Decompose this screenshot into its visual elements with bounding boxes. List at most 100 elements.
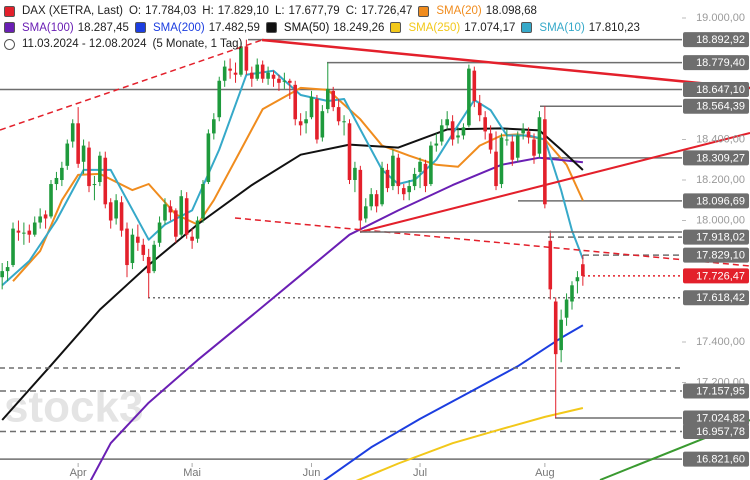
axis-layer: 19.000,00 18.400,00 18.200,00 18.000,00 17.4…	[70, 12, 745, 479]
level-label-box	[683, 424, 749, 440]
candle-body	[43, 214, 48, 219]
candle-body	[483, 117, 487, 132]
x-tick-label: Jul	[413, 467, 427, 479]
level-label: 18.096,69	[696, 195, 745, 207]
candle-body	[222, 66, 227, 81]
quote-item: L: 17.677,79	[275, 3, 340, 20]
level-label: 18.779,40	[696, 57, 745, 69]
candle-body	[271, 74, 276, 79]
level-label-box	[683, 383, 749, 399]
level-label: 16.957,78	[696, 426, 745, 438]
sma-line	[89, 156, 584, 480]
candle-body	[347, 123, 352, 180]
candle-body	[11, 228, 15, 266]
sma-line	[323, 324, 584, 480]
legend-swatch	[4, 38, 15, 50]
candle-body	[287, 80, 292, 83]
candle-body	[298, 121, 303, 126]
candle-body	[309, 96, 314, 118]
candle-body	[174, 210, 178, 237]
level-label: 18.647,10	[696, 84, 745, 96]
candle-body	[157, 222, 162, 243]
level-label-box	[683, 247, 749, 263]
candle-body	[54, 177, 59, 185]
candle-body	[461, 127, 466, 136]
quote-item: H: 17.829,10	[202, 3, 269, 20]
candle-body	[146, 256, 151, 274]
candle-body	[81, 145, 86, 162]
legend-item: SMA(50) 18.249,26	[265, 20, 384, 37]
candle-body	[266, 72, 270, 79]
candle-body	[184, 198, 189, 235]
candle-body	[396, 157, 401, 187]
candle-body	[423, 163, 428, 187]
candle-body	[0, 271, 4, 278]
candle-body	[336, 107, 341, 122]
candle-body	[293, 84, 298, 120]
candle-body	[369, 194, 374, 207]
trend-line	[261, 38, 750, 90]
quote-label: C:	[345, 5, 358, 17]
trend-line	[234, 217, 750, 267]
candle-body	[114, 200, 118, 219]
candle-body	[331, 90, 336, 108]
legend-value: 17.074,17	[464, 21, 516, 34]
level-label-box	[683, 98, 749, 114]
legend: DAX (XETRA, Last) O: 17.784,03 H: 17.829,10…	[4, 3, 640, 53]
legend-item: SMA(10) 17.810,23	[521, 20, 640, 37]
trend-line	[0, 39, 263, 131]
candle-body	[342, 121, 346, 123]
candle-body	[532, 139, 536, 156]
candle-body	[434, 143, 439, 146]
legend-value: 17.810,23	[588, 21, 640, 34]
level-label-box	[683, 81, 749, 97]
candle-body	[548, 240, 553, 290]
legend-swatch	[390, 22, 402, 34]
sma-line	[355, 407, 584, 480]
candle-body	[521, 129, 525, 134]
quote-label: O:	[128, 5, 142, 17]
candle-body	[401, 188, 406, 195]
candle-body	[260, 64, 265, 79]
legend-swatch	[418, 5, 430, 17]
candle-body	[374, 194, 379, 207]
candle-body	[450, 121, 455, 140]
candle-body	[412, 173, 417, 187]
x-tick-label: Jun	[303, 467, 321, 479]
quote-item: C: 17.726,47	[346, 3, 413, 20]
candle-body	[510, 141, 515, 160]
legend-item: SMA(20) 18.098,68	[418, 3, 537, 20]
level-label-box	[683, 229, 749, 245]
candle-body	[38, 216, 42, 223]
y-tick-label: 17.400,00	[696, 336, 745, 348]
candle-body	[494, 151, 498, 187]
candle-body	[477, 103, 482, 116]
candle-body	[564, 299, 569, 318]
candle-body	[363, 206, 368, 219]
x-tick-label: Mai	[183, 467, 201, 479]
legend-name: SMA(100)	[22, 21, 74, 34]
candle-body	[27, 230, 32, 235]
candle-body	[239, 46, 243, 75]
candle-body	[467, 68, 471, 126]
legend-item: 11.03.2024 - 12.08.2024	[4, 36, 146, 53]
legend-swatch	[521, 22, 533, 34]
candle-body	[103, 157, 108, 205]
candle-body	[304, 119, 308, 124]
candle-body	[553, 301, 558, 355]
candle-body	[92, 184, 97, 186]
candle-body	[163, 204, 167, 221]
legend-item: DAX (XETRA, Last)	[4, 3, 123, 20]
candle-body	[499, 137, 504, 185]
level-label-box	[683, 193, 749, 209]
level-labels: 18.892,92 18.779,40 18.647,10 18.564,39 18.3…	[683, 32, 749, 467]
candle-body	[255, 64, 260, 79]
level-label: 17.618,42	[696, 292, 745, 304]
level-label: 17.918,02	[696, 232, 745, 244]
candle-body	[65, 143, 70, 166]
legend-name: SMA(10)	[539, 21, 585, 34]
level-label-box	[683, 451, 749, 467]
candle-body	[581, 264, 585, 276]
